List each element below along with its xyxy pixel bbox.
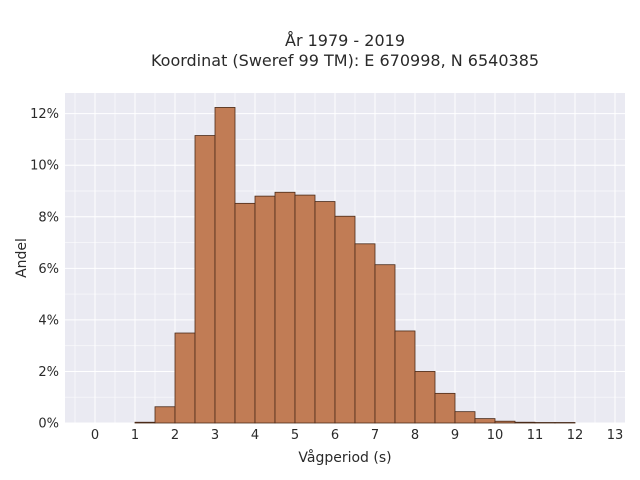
x-tick-labels: 0 1 2 3 4 5 6 7 8 9 10 11 12 13: [91, 428, 623, 443]
histogram-bar: [294, 194, 316, 424]
y-tick-labels: 0% 2% 4% 6% 8% 10% 12%: [30, 107, 59, 431]
histogram-bar: [514, 421, 536, 424]
histogram-bar: [494, 420, 516, 424]
x-tick-label: 9: [451, 428, 459, 443]
histogram-bar: [234, 202, 256, 424]
x-tick-label: 3: [211, 428, 219, 443]
x-tick-label: 11: [527, 428, 544, 443]
x-tick-label: 7: [371, 428, 379, 443]
y-tick-label: 4%: [38, 313, 59, 328]
y-tick-label: 10%: [30, 159, 59, 174]
histogram-bar: [214, 107, 236, 424]
histogram-bar: [454, 411, 476, 424]
x-axis-label: Vågperiod (s): [298, 449, 391, 466]
histogram-bar: [474, 418, 496, 424]
y-tick-label: 8%: [38, 210, 59, 225]
histogram-bar: [534, 422, 556, 424]
histogram-bar: [254, 195, 276, 424]
histogram-bar: [194, 135, 216, 424]
y-tick-label: 2%: [38, 365, 59, 380]
histogram-bar: [434, 392, 456, 424]
x-tick-label: 13: [607, 428, 624, 443]
y-tick-label: 0%: [38, 417, 59, 432]
y-tick-label: 6%: [38, 262, 59, 277]
x-tick-label: 6: [331, 428, 339, 443]
x-tick-label: 5: [291, 428, 299, 443]
y-axis-label: Andel: [14, 238, 30, 278]
histogram-bar: [374, 264, 396, 424]
x-tick-label: 0: [91, 428, 99, 443]
x-tick-label: 1: [131, 428, 139, 443]
chart-title-line1: År 1979 - 2019: [285, 31, 405, 50]
x-tick-label: 2: [171, 428, 179, 443]
chart-title-line2: Koordinat (Sweref 99 TM): E 670998, N 65…: [151, 51, 539, 70]
histogram-bar: [274, 191, 296, 424]
x-tick-label: 10: [487, 428, 504, 443]
histogram-bar: [354, 243, 376, 424]
histogram-bar: [414, 371, 436, 424]
histogram-bar: [334, 215, 356, 424]
x-tick-label: 4: [251, 428, 259, 443]
y-tick-label: 12%: [30, 107, 59, 122]
x-tick-label: 8: [411, 428, 419, 443]
histogram-bar: [314, 201, 336, 424]
histogram-bar: [554, 422, 576, 424]
histogram-bar: [134, 421, 156, 424]
histogram-bar: [394, 330, 416, 424]
histogram-bar: [174, 332, 196, 424]
bars: [134, 107, 576, 424]
histogram-bar: [154, 406, 176, 424]
x-tick-label: 12: [567, 428, 584, 443]
